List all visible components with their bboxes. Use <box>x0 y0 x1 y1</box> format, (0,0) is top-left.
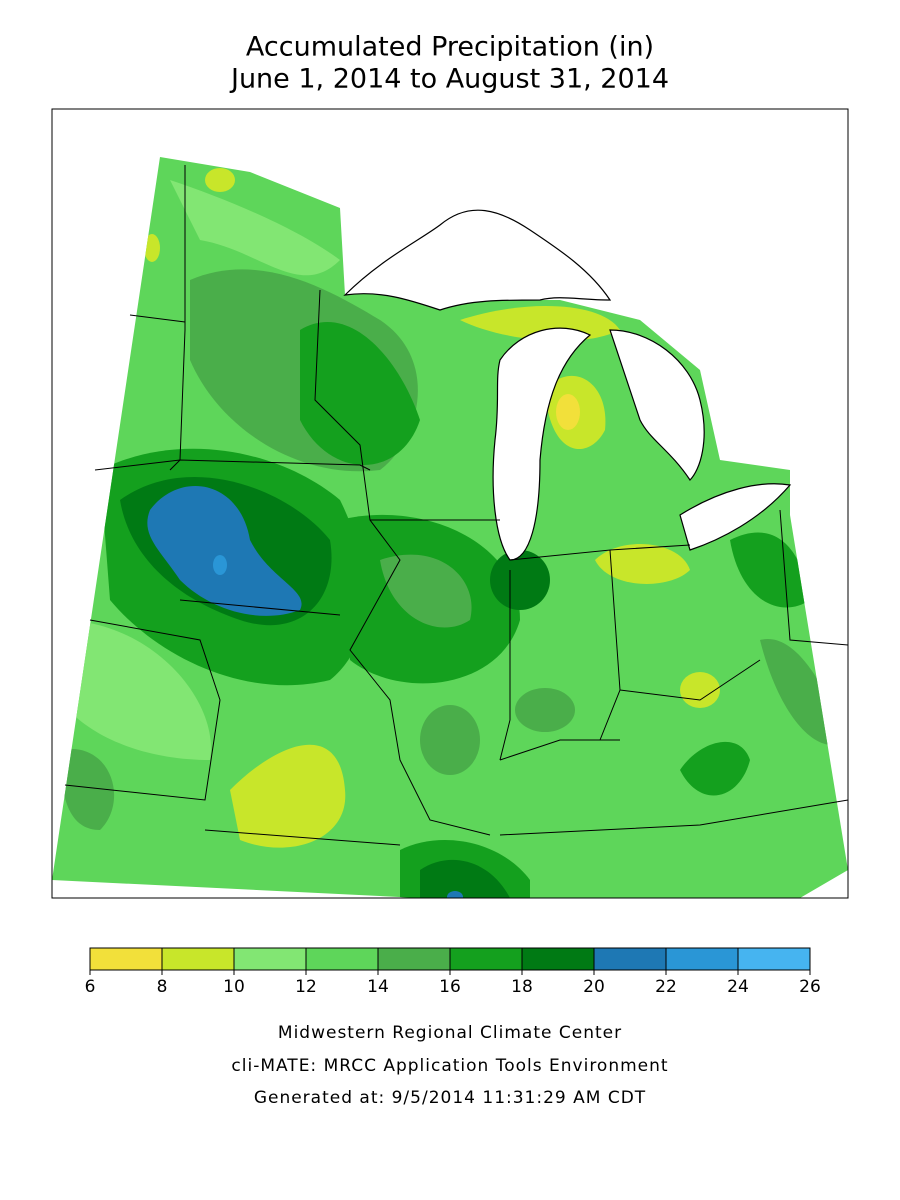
legend-swatch <box>737 947 811 971</box>
legend-tick-label: 6 <box>85 977 96 997</box>
legend-swatch <box>665 947 739 971</box>
legend-tick-label: 8 <box>157 977 168 997</box>
legend-swatch <box>89 947 163 971</box>
footer-line: cli-MATE: MRCC Application Tools Environ… <box>231 1056 668 1076</box>
legend-swatch <box>521 947 595 971</box>
legend-tick-label: 12 <box>295 977 317 997</box>
legend-tick-label: 16 <box>439 977 461 997</box>
legend-tick-label: 20 <box>583 977 605 997</box>
subtitle: June 1, 2014 to August 31, 2014 <box>229 64 669 95</box>
legend: 6 8 10 12 14 16 18 20 22 24 26 <box>85 947 821 997</box>
legend-tick-label: 10 <box>223 977 245 997</box>
legend-tick-label: 14 <box>367 977 389 997</box>
legend-tick-label: 22 <box>655 977 677 997</box>
legend-swatch <box>233 947 307 971</box>
legend-tick-label: 18 <box>511 977 533 997</box>
legend-swatch <box>377 947 451 971</box>
title: Accumulated Precipitation (in) <box>246 32 654 63</box>
legend-tick-label: 26 <box>799 977 821 997</box>
legend-tick-label: 24 <box>727 977 749 997</box>
footer-line: Generated at: 9/5/2014 11:31:29 AM CDT <box>254 1088 646 1108</box>
legend-swatch <box>305 947 379 971</box>
legend-swatch <box>449 947 523 971</box>
legend-swatch <box>161 947 235 971</box>
footer-line: Midwestern Regional Climate Center <box>278 1023 622 1043</box>
legend-swatch <box>593 947 667 971</box>
state-borders <box>64 165 849 846</box>
map-frame <box>51 108 849 899</box>
map <box>51 108 849 899</box>
